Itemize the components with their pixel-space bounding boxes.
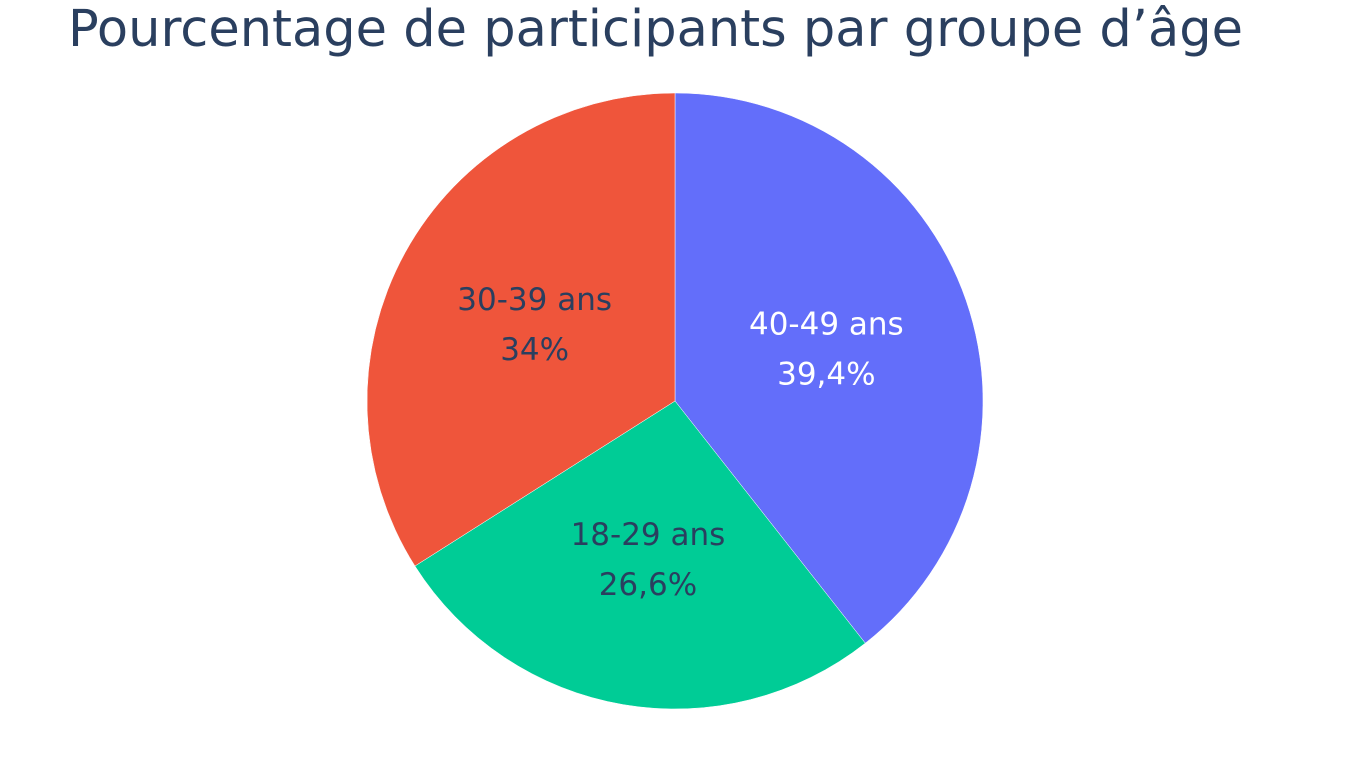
slice-category-label: 40-49 ans [749,307,904,343]
pie-slice-18-29-ans [414,400,866,710]
pie-slice-40-49-ans [674,92,984,644]
slice-category-label: 30-39 ans [457,282,612,318]
slice-label: 40-49 ans 39,4% [749,307,904,393]
slice-value-label: 34% [500,332,569,368]
slice-value-label: 26,6% [599,567,697,603]
pie-labels: 40-49 ans 39,4% 18-29 ans 26,6% 30-39 ans 34% [457,282,903,603]
chart-title: Pourcentage de participants par groupe d… [68,0,1244,59]
slice-category-label: 18-29 ans [571,517,726,553]
slice-value-label: 39,4% [777,357,875,393]
pie-slices [366,92,984,710]
slice-label: 18-29 ans 26,6% [571,517,726,603]
pie-slice-30-39-ans [366,92,676,567]
slice-label: 30-39 ans 34% [457,282,612,368]
